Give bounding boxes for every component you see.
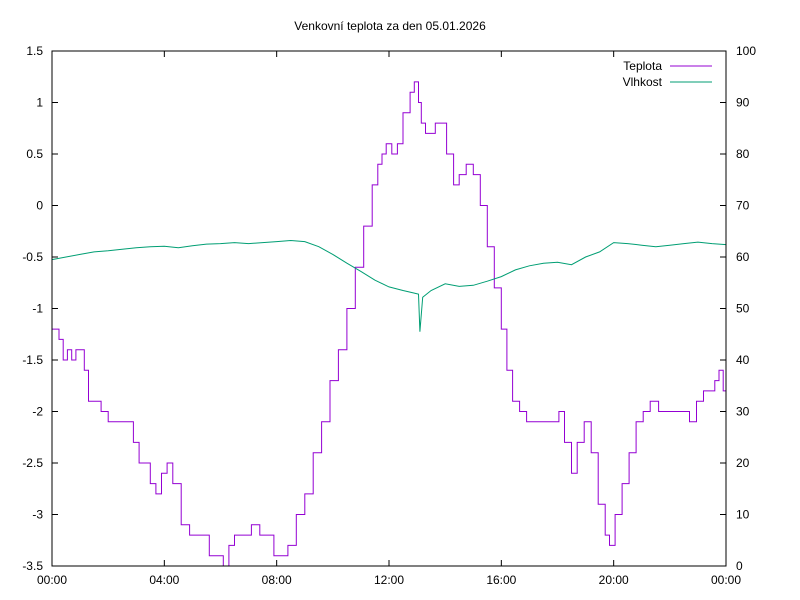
y-tick-label: -0.5	[22, 250, 43, 264]
x-tick-label: 04:00	[149, 573, 179, 587]
y-tick-label: 1.5	[26, 44, 43, 58]
y-tick-label: 1	[36, 96, 43, 110]
x-tick-label: 00:00	[711, 573, 741, 587]
y2-tick-label: 50	[736, 302, 750, 316]
series-lines	[51, 81, 727, 567]
series-line-teplota	[52, 81, 726, 567]
y-tick-label: 0	[36, 199, 43, 213]
y2-tick-label: 60	[736, 250, 750, 264]
y-tick-label: -1	[32, 302, 43, 316]
y-tick-label: -2.5	[22, 456, 43, 470]
series-line-vlhkost	[51, 239, 727, 332]
x-tick-label: 00:00	[37, 573, 67, 587]
y2-tick-label: 80	[736, 147, 750, 161]
y2-tick-label: 0	[736, 559, 743, 573]
y2-tick-label: 10	[736, 508, 750, 522]
x-tick-label: 20:00	[599, 573, 629, 587]
y-tick-label: 0.5	[26, 147, 43, 161]
y-tick-label: -1.5	[22, 353, 43, 367]
y2-tick-label: 40	[736, 353, 750, 367]
y-tick-label: -3.5	[22, 559, 43, 573]
plot-frame	[51, 50, 727, 567]
x-tick-label: 16:00	[486, 573, 516, 587]
legend-label: Vlhkost	[623, 75, 663, 89]
y2-tick-label: 20	[736, 456, 750, 470]
x-tick-label: 12:00	[374, 573, 404, 587]
y2-tick-label: 90	[736, 96, 750, 110]
x-axis: 00:00 04:00 08:00 12:00 16:00 20:00 00:00	[37, 51, 741, 587]
y-axis-left: -3.5 -3 -2.5 -2 -1.5 -1 -0.5 0 0.5 1 1.5	[22, 44, 58, 573]
legend-label: Teplota	[623, 59, 662, 73]
y-tick-label: -3	[32, 508, 43, 522]
chart-title: Venkovní teplota za den 05.01.2026	[294, 19, 486, 33]
y2-tick-label: 70	[736, 199, 750, 213]
y-axis-right: 0 10 20 30 40 50 60 70 80 90 100	[720, 44, 756, 573]
x-tick-label: 08:00	[262, 573, 292, 587]
y-tick-label: -2	[32, 405, 43, 419]
y2-tick-label: 100	[736, 44, 756, 58]
legend: Teplota Vlhkost	[623, 59, 712, 89]
y2-tick-label: 30	[736, 405, 750, 419]
